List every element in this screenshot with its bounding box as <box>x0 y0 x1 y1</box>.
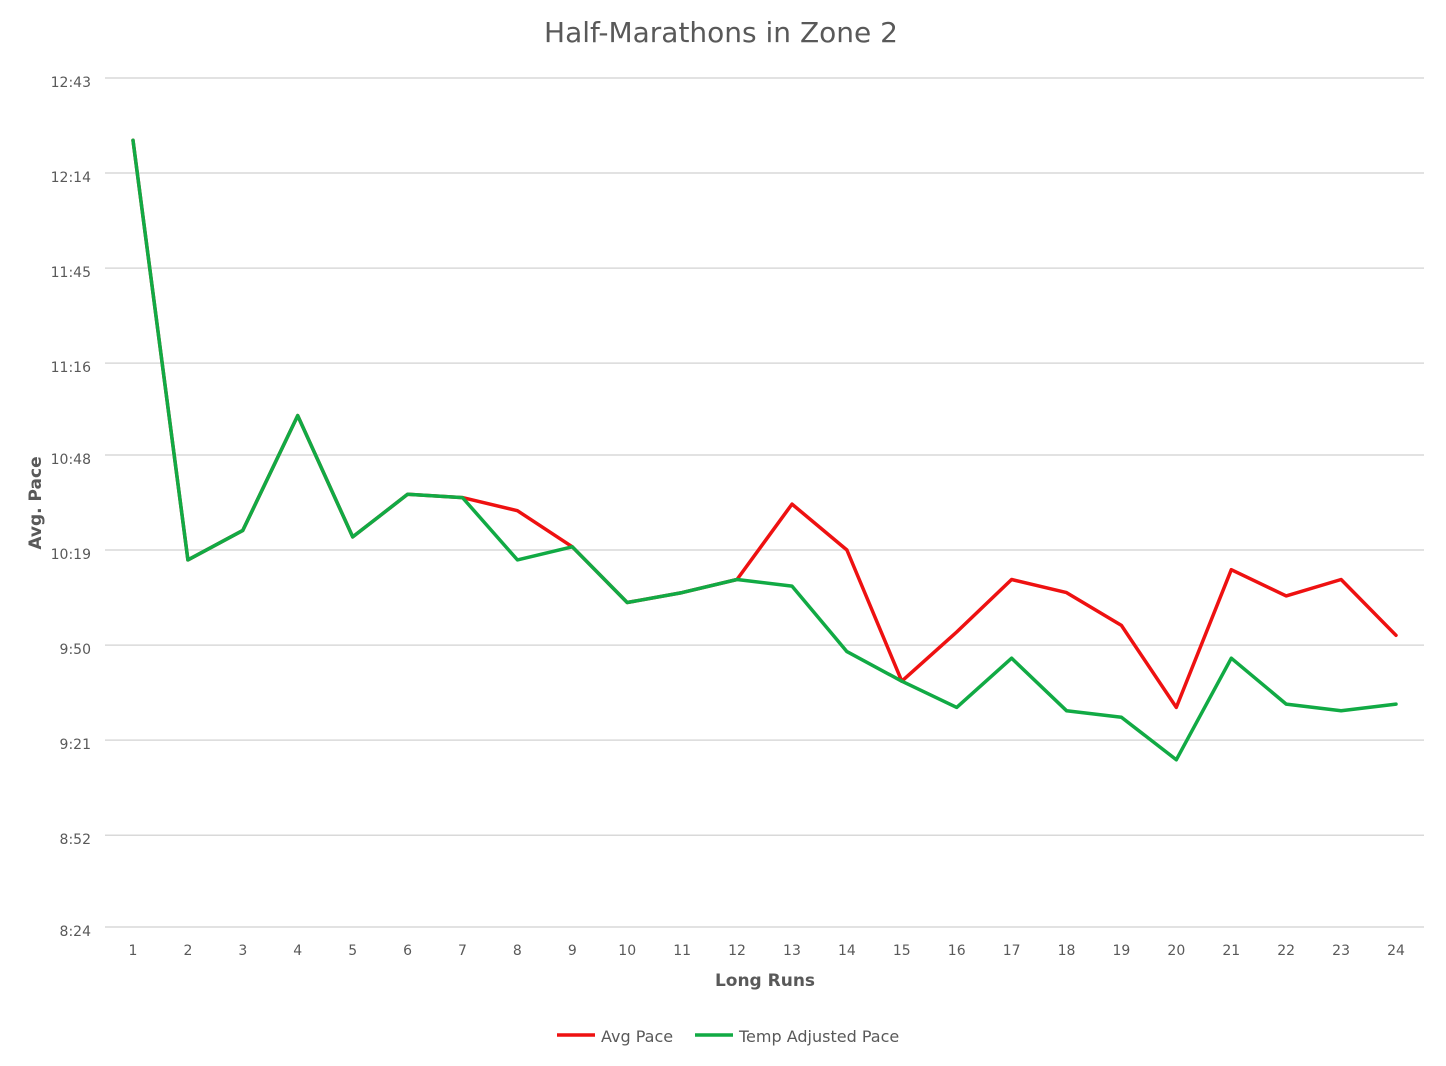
series-line-avg-pace <box>131 138 1398 710</box>
x-tick-label: 15 <box>893 943 911 959</box>
y-tick-label: 10:19 <box>51 547 91 563</box>
gridlines <box>105 77 1424 928</box>
x-tick-label: 6 <box>403 943 412 959</box>
y-tick-label: 12:14 <box>51 170 91 186</box>
legend: Avg Pace Temp Adjusted Pace <box>557 1027 899 1046</box>
x-tick-label: 17 <box>1003 943 1021 959</box>
legend-label: Avg Pace <box>601 1027 673 1046</box>
x-tick-label: 19 <box>1113 943 1131 959</box>
x-tick-label: 3 <box>238 943 247 959</box>
x-tick-label: 10 <box>618 943 636 959</box>
x-axis-title: Long Runs <box>715 971 815 991</box>
y-tick-label: 8:52 <box>60 832 91 848</box>
x-tick-label: 20 <box>1167 943 1185 959</box>
x-tick-label: 21 <box>1222 943 1240 959</box>
x-tick-label: 5 <box>348 943 357 959</box>
chart-title: Half-Marathons in Zone 2 <box>544 16 898 49</box>
x-tick-label: 18 <box>1058 943 1076 959</box>
x-tick-label: 12 <box>728 943 746 959</box>
x-tick-label: 1 <box>129 943 138 959</box>
y-tick-label: 10:48 <box>51 452 91 468</box>
x-tick-label: 16 <box>948 943 966 959</box>
x-tick-label: 2 <box>183 943 192 959</box>
x-tick-label: 14 <box>838 943 856 959</box>
x-tick-label: 7 <box>458 943 467 959</box>
y-tick-label: 12:43 <box>51 75 91 91</box>
x-tick-label: 13 <box>783 943 801 959</box>
series-lines <box>131 138 1398 762</box>
x-tick-label: 8 <box>513 943 522 959</box>
x-tick-label: 11 <box>673 943 691 959</box>
x-axis-tick-labels: 1 2 3 4 5 6 7 8 9 10 11 12 13 14 15 16 17 18 19 20 21 22 23 24 <box>129 943 1405 959</box>
y-tick-label: 11:16 <box>51 360 91 376</box>
x-tick-label: 9 <box>568 943 577 959</box>
series-line-temp-adjusted-pace <box>131 138 1398 762</box>
y-tick-label: 9:21 <box>60 737 91 753</box>
x-tick-label: 4 <box>293 943 302 959</box>
y-axis-title: Avg. Pace <box>26 456 46 549</box>
x-tick-label: 24 <box>1387 943 1405 959</box>
y-tick-label: 11:45 <box>51 265 91 281</box>
y-axis-tick-labels: 8:24 8:52 9:21 9:50 10:19 10:48 11:16 11:45 12:1… <box>51 75 91 940</box>
legend-label: Temp Adjusted Pace <box>738 1027 899 1046</box>
x-tick-label: 23 <box>1332 943 1350 959</box>
y-tick-label: 9:50 <box>60 642 91 658</box>
x-tick-label: 22 <box>1277 943 1295 959</box>
y-tick-label: 8:24 <box>60 924 92 940</box>
